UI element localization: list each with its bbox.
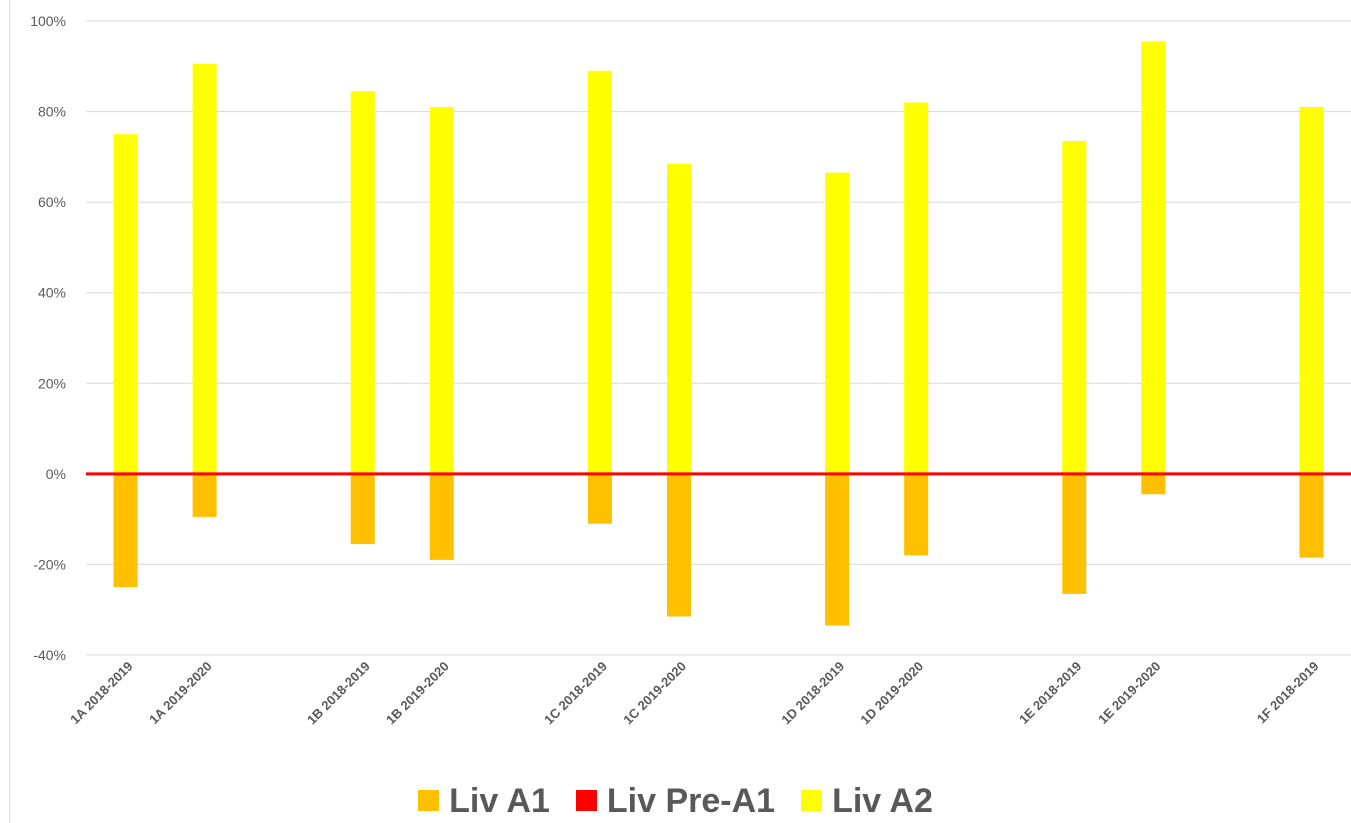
y-tick-labels: 100% 80% 60% 40% 20% 0% -20% -40%	[30, 13, 66, 663]
bar-liv-a1	[429, 473, 454, 560]
x-tick-label: 1D 2018-2019	[778, 659, 847, 728]
legend-item-liv-a2[interactable]: Liv A2	[801, 784, 933, 818]
y-tick-label: 80%	[38, 104, 66, 120]
x-tick-label: 1E 2019-2020	[1095, 659, 1163, 727]
bar-liv-a1	[192, 473, 217, 517]
x-tick-labels: 1A 2018-2019 1A 2019-2020 1B 2018-2019 1B 2…	[67, 659, 1321, 728]
bar-liv-a2	[350, 91, 375, 474]
bar-liv-a2	[113, 134, 138, 474]
legend: Liv A1 Liv Pre-A1 Liv A2	[0, 778, 1351, 823]
x-tick-label: 1A 2018-2019	[67, 659, 136, 728]
x-tick-label: 1D 2019-2020	[857, 659, 926, 728]
bars	[113, 41, 1324, 626]
bar-liv-a2	[1062, 141, 1087, 474]
legend-item-liv-pre-a1[interactable]: Liv Pre-A1	[575, 781, 776, 820]
bar-liv-a2	[1299, 107, 1324, 474]
bar-liv-a1	[904, 473, 929, 556]
bar-liv-a1	[113, 473, 138, 588]
y-tick-label: 0%	[46, 466, 66, 482]
bar-liv-a2	[192, 64, 217, 474]
plot-area: 100%80%60%40%20%0%-20%-40% 1A 2018-2019 1…	[30, 13, 1351, 728]
y-tick-label: 40%	[38, 285, 66, 301]
bar-liv-a2	[1141, 41, 1166, 474]
x-tick-label: 1B 2018-2019	[304, 659, 373, 728]
bar-liv-a2	[666, 163, 691, 474]
bar-liv-a1	[825, 473, 850, 626]
legend-swatch-liv-a2	[801, 790, 823, 811]
y-tick-label: -20%	[33, 556, 66, 572]
y-tick-label: 100%	[30, 13, 66, 29]
bar-liv-a2	[825, 172, 850, 474]
x-tick-label: 1B 2019-2020	[383, 659, 452, 728]
bar-liv-a1	[666, 473, 691, 617]
bar-liv-a1	[1141, 473, 1166, 495]
x-tick-label: 1A 2019-2020	[146, 659, 215, 728]
bar-liv-a2	[429, 107, 454, 474]
legend-swatch-liv-pre-a1	[575, 790, 597, 811]
bar-liv-a1	[350, 473, 375, 545]
legend-label-liv-pre-a1: Liv Pre-A1	[606, 781, 776, 820]
legend-label-liv-a2: Liv A2	[832, 781, 933, 820]
x-tick-label: 1C 2018-2019	[541, 659, 610, 728]
x-tick-label: 1C 2019-2020	[620, 659, 689, 728]
bar-liv-a1	[1062, 473, 1087, 594]
y-tick-label: 60%	[38, 194, 66, 210]
legend-item-liv-a1[interactable]: Liv A1	[418, 784, 550, 818]
bar-liv-a1	[587, 473, 612, 524]
x-tick-label: 1E 2018-2019	[1016, 659, 1084, 727]
y-tick-label: 20%	[38, 375, 66, 391]
grid-lines	[86, 20, 1351, 656]
chart-frame-border	[9, 0, 10, 823]
legend-label-liv-a1: Liv A1	[449, 781, 550, 820]
bar-liv-a1	[1299, 473, 1324, 558]
y-tick-label: -40%	[33, 647, 66, 663]
bar-liv-a2	[904, 102, 929, 474]
bar-liv-a2	[587, 70, 612, 474]
x-tick-label: 1F 2018-2019	[1254, 659, 1322, 727]
legend-swatch-liv-a1	[418, 790, 440, 811]
